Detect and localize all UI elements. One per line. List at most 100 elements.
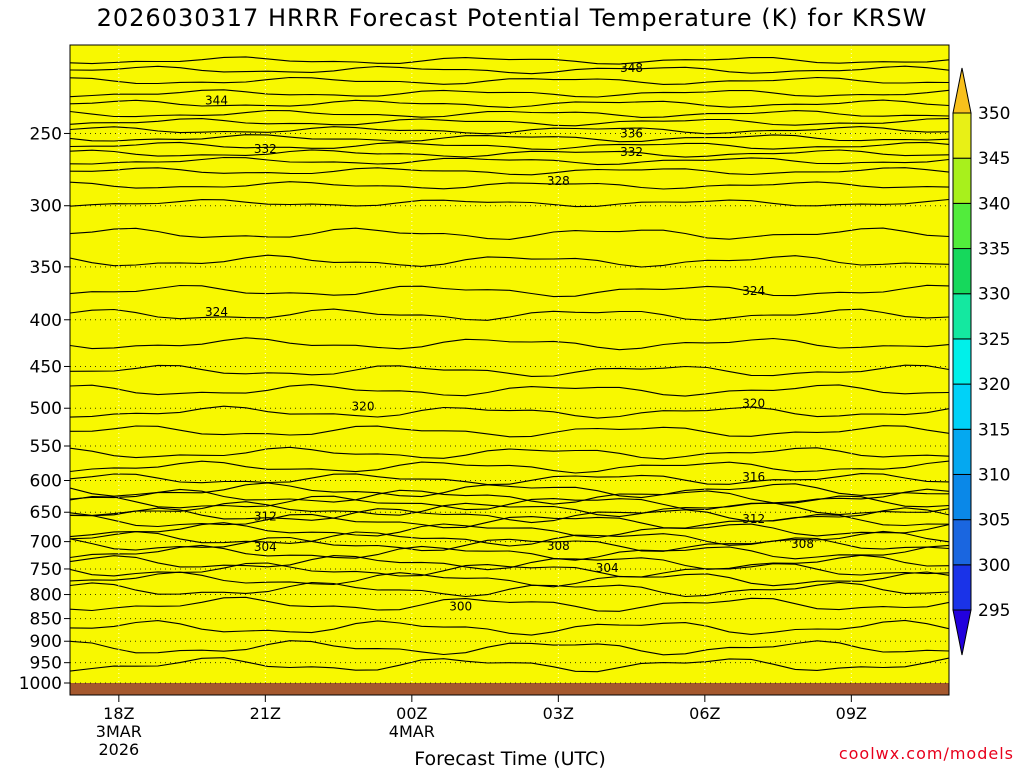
colorbar-label: 305 xyxy=(978,511,1010,531)
isentrope-line xyxy=(70,99,949,109)
y-tick-label: 650 xyxy=(30,503,62,523)
isentrope-line xyxy=(70,156,949,166)
isentrope-line xyxy=(70,530,949,547)
isentrope-line xyxy=(70,181,949,190)
y-tick-label: 750 xyxy=(30,560,62,580)
terrain-strip xyxy=(70,683,949,695)
isentrope-line xyxy=(70,134,949,143)
y-tick-label: 550 xyxy=(30,437,62,457)
contour-label: 328 xyxy=(547,174,570,188)
contour-label: 308 xyxy=(547,539,570,553)
y-tick-label: 800 xyxy=(30,586,62,606)
colorbar-segment xyxy=(952,248,972,295)
contour-label: 312 xyxy=(742,512,765,526)
y-tick-label: 350 xyxy=(30,258,62,278)
colorbar-label: 335 xyxy=(978,240,1010,260)
colorbar-segment xyxy=(952,519,972,566)
x-axis-label: Forecast Time (UTC) xyxy=(414,748,605,768)
isentrope-line xyxy=(70,118,949,127)
isentrope-line xyxy=(70,364,949,377)
colorbar-label: 330 xyxy=(978,285,1010,305)
isentrope-line xyxy=(70,562,949,578)
isentrope-line xyxy=(70,596,949,612)
x-tick-sublabel: 4MAR xyxy=(389,722,435,741)
isentrope-line xyxy=(70,446,949,460)
y-tick-label: 500 xyxy=(30,399,62,419)
colorbar-segment xyxy=(952,473,972,521)
isentrope-line xyxy=(70,89,949,98)
contour-label: 304 xyxy=(596,561,619,575)
contour-label: 348 xyxy=(620,61,643,75)
isentrope-line xyxy=(70,76,949,85)
y-tick-label: 450 xyxy=(30,357,62,377)
colorbar-segment xyxy=(952,564,972,611)
isentrope-line xyxy=(70,460,949,474)
isentrope-line xyxy=(70,571,949,588)
isentrope-line xyxy=(70,581,949,598)
colorbar-label: 345 xyxy=(978,149,1010,169)
contour-label: 324 xyxy=(742,284,765,298)
y-tick-label: 850 xyxy=(30,610,62,630)
colorbar-segment xyxy=(952,383,972,430)
colorbar-label: 300 xyxy=(978,556,1010,576)
isentrope-line xyxy=(70,109,949,118)
theta-band xyxy=(70,45,949,685)
colorbar-segment xyxy=(952,428,972,475)
contour-label: 308 xyxy=(791,537,814,551)
isentrope-line xyxy=(70,501,949,518)
x-tick-label: 18Z xyxy=(103,704,134,723)
isentrope-line xyxy=(70,405,949,419)
isentrope-line xyxy=(70,384,949,397)
contour-labels: 348 344 336 332 332 328 324 324 320 320 316 312 312 3… xyxy=(205,61,814,614)
isentrope-line xyxy=(70,488,949,505)
isentrope-line xyxy=(70,482,949,499)
isentrope-line xyxy=(70,254,949,268)
colorbar-arrow-high xyxy=(952,67,972,114)
contour-label: 332 xyxy=(620,145,643,159)
contour-label: 332 xyxy=(254,142,277,156)
theta-bands xyxy=(70,45,949,685)
colorbar-label: 340 xyxy=(978,194,1010,214)
isentrope-line xyxy=(70,167,949,176)
contour-label: 300 xyxy=(449,600,472,614)
y-tick-label: 1000 xyxy=(19,674,62,694)
y-tick-label: 300 xyxy=(30,197,62,217)
isentrope-line xyxy=(70,227,949,240)
y-tick-label: 250 xyxy=(30,124,62,144)
isentropes xyxy=(70,56,949,673)
isentrope-line xyxy=(70,513,949,529)
contour-label: 344 xyxy=(205,93,228,107)
isentrope-line xyxy=(70,544,949,561)
isentrope-line xyxy=(70,619,949,636)
colorbar: 295 300 305 310 315 320 325 330 335 340 345 350 xyxy=(952,67,1010,656)
isentrope-line xyxy=(70,149,949,158)
y-axis: 2503003504004505005506006507007508008509… xyxy=(19,124,70,694)
contour-label: 336 xyxy=(620,126,643,140)
colorbar-segment xyxy=(952,202,972,250)
isentrope-line xyxy=(70,56,949,65)
isentrope-line xyxy=(70,522,949,539)
colorbar-segment xyxy=(952,338,972,385)
colorbar-segment xyxy=(952,157,972,204)
y-tick-label: 900 xyxy=(30,632,62,652)
colorbar-segment xyxy=(952,293,972,340)
x-tick-sublabel: 3MAR xyxy=(96,722,142,741)
x-tick-label: 21Z xyxy=(250,704,281,723)
isentrope-line xyxy=(70,536,949,552)
isentrope-line xyxy=(70,640,949,656)
isentrope-line xyxy=(70,198,949,208)
isentrope-line xyxy=(70,473,949,486)
isentrope-line xyxy=(70,141,949,151)
chart-title: 2026030317 HRRR Forecast Potential Tempe… xyxy=(96,4,928,32)
x-tick-label: 09Z xyxy=(836,704,867,723)
x-tick-label: 06Z xyxy=(689,704,720,723)
colorbar-segment xyxy=(952,112,972,159)
y-tick-label: 700 xyxy=(30,533,62,553)
isentrope-line xyxy=(70,425,949,438)
isentrope-line xyxy=(70,126,949,135)
isentrope-line xyxy=(70,657,949,673)
isentrope-line xyxy=(70,65,949,75)
contour-label: 320 xyxy=(352,400,375,414)
